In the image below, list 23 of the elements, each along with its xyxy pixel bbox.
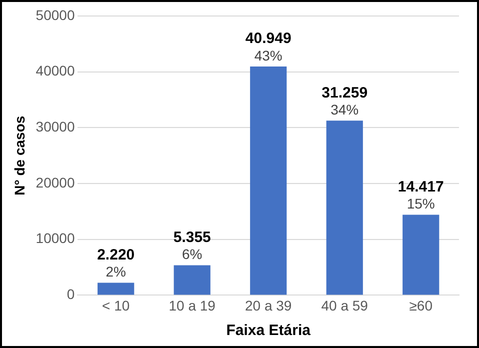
data-label: 2.220 2%	[97, 246, 135, 280]
x-tick-label: ≥60	[409, 297, 433, 314]
x-tick-label: < 10	[102, 297, 130, 314]
bar	[250, 66, 287, 295]
y-tick-label: 0	[66, 286, 75, 302]
data-label: 31.259 34%	[322, 84, 368, 118]
y-tick-label: 50000	[36, 6, 75, 23]
data-label: 40.949 43%	[245, 30, 292, 64]
data-label: 14.417 15%	[398, 178, 444, 212]
x-axis-title: Faixa Etária	[226, 322, 312, 340]
x-tick-label: 20 a 39	[245, 297, 292, 314]
y-tick-label: 20000	[36, 174, 75, 190]
y-tick-label: 40000	[36, 62, 75, 79]
y-tick-label: 10000	[36, 230, 75, 246]
bar	[326, 120, 363, 295]
x-tick-label: 40 a 59	[321, 297, 368, 314]
y-axis-title: N° de casos	[11, 116, 28, 196]
y-tick-label: 30000	[36, 118, 75, 135]
bar	[402, 214, 440, 295]
x-tick-label: 10 a 19	[168, 297, 216, 314]
bar	[98, 282, 134, 295]
data-label: 5.355 6%	[173, 228, 211, 262]
bar	[174, 265, 210, 295]
